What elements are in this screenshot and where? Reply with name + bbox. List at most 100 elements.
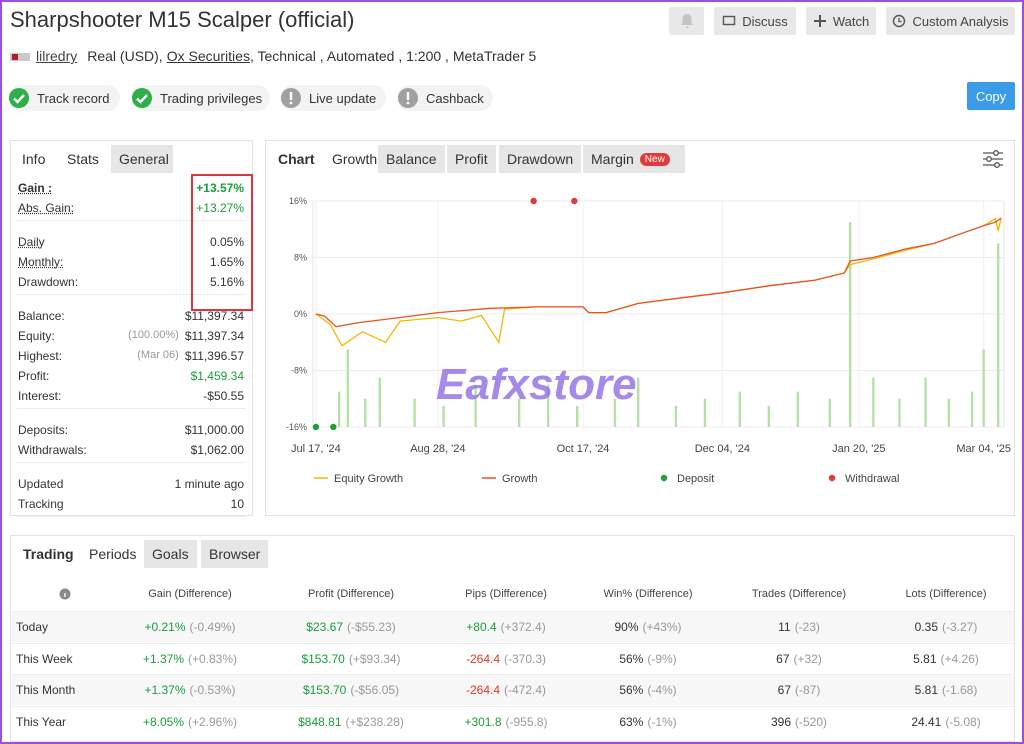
y-tick-label: -16% [286,422,307,432]
periods-tab[interactable]: Periods [89,546,137,562]
stat-value: $11,397.34 [184,329,244,343]
stat-label: Equity: [18,329,55,343]
cell: 11 (-23) [709,620,889,634]
stats-tab[interactable]: Stats [67,151,99,167]
clock-icon [893,14,906,28]
row-background [11,705,1014,737]
check-mark [136,94,148,104]
stat-value-line: $1,459.34 [191,369,244,383]
y-tick-label: 0% [294,309,307,319]
stat-value: +13.57% [196,181,244,195]
y-tick-label: -8% [291,366,307,376]
cell-value: 396 [770,714,791,729]
volume-bar [546,384,550,427]
cell: $153.70 (-$56.05) [261,683,441,697]
cell: +301.8 (-955.8) [416,715,596,729]
x-tick-label: Jan 20, '25 [832,443,885,455]
chart-tab[interactable]: Chart [270,145,323,173]
header-button[interactable]: Custom Analysis [886,7,1015,35]
copy-button[interactable]: Copy [967,82,1015,110]
chart-settings[interactable] [982,149,1004,169]
exclaim-dot [289,101,293,105]
badge-icon [132,88,152,108]
cell-diff: (-4%) [647,683,677,697]
cell-value: 24.41 [911,714,942,729]
y-tick-label: 8% [294,253,307,263]
volume-bar [738,391,741,427]
stat-value-line: $11,397.34 [185,309,244,323]
header-button[interactable]: Discuss [714,7,796,35]
cell-diff: (-955.8) [505,714,548,729]
cell-value: 11 [778,620,791,634]
badge-label: Track record [37,90,110,106]
stats-tab[interactable]: Info [22,151,46,167]
x-tick-label: Oct 17, '24 [557,443,610,455]
cell-value: 56% [619,683,644,697]
chart-panel: Chart Growth Balance Profit Drawdown Margin Ne… [265,140,1015,516]
broker-link[interactable]: Ox Securities [166,48,250,64]
notify-button[interactable] [669,7,704,35]
stat-value-line: (Mar 06) $11,396.57 [137,349,244,363]
button-label: Discuss [742,13,788,29]
cell-diff: (+372.4) [500,620,546,634]
cell: 24.41 (-5.08) [856,714,1022,729]
stat-label: Updated [18,477,64,491]
chart-tab[interactable]: Drawdown [499,145,582,173]
user-link[interactable]: lilredry [36,48,78,64]
header-button[interactable]: Watch [806,7,876,35]
cell-diff: (+$238.28) [345,714,404,729]
chart-tab-label: Chart [278,151,315,167]
x-tick-label: Dec 04, '24 [695,443,750,455]
volume-bar [613,398,617,427]
volume-bar [674,405,678,427]
stat-value-line: -$50.55 [203,389,244,403]
cell-value: 5.81 [913,651,937,666]
periods-tab[interactable]: Trading [23,546,74,562]
row-background [11,642,1014,674]
volume-bar [337,391,341,427]
button-icon [723,15,736,26]
cell: +0.21% (-0.49%) [100,620,280,634]
cell: +80.4 (+372.4) [416,620,596,634]
periods-tab[interactable]: Goals [144,540,197,568]
volume-bar [413,398,416,427]
stat-value: $11,396.57 [184,349,244,363]
stat-label: Highest: [18,349,63,363]
account-currency: Real (USD), [87,48,163,64]
chart-tab[interactable]: Profit [447,145,496,173]
stat-separator [17,516,246,517]
cell-value: $153.70 [301,651,345,666]
volume-bar [898,398,901,427]
chart-tab[interactable]: Growth [324,145,385,173]
chart: 16% 8% 0% -8% -16% Jul 17, '24 Aug 28, '24 Oct … [286,196,1011,485]
button-icon [813,15,826,27]
stat-value: $1,062.00 [190,443,244,457]
info-icon [59,588,71,600]
cell-value: +0.21% [144,620,186,634]
cell-value: +80.4 [466,620,497,634]
chart-tab[interactable]: Margin New [583,145,685,173]
flag-mark [12,54,18,60]
volume-bar [364,398,367,427]
legend-label: Equity Growth [334,473,403,485]
column-header: Profit (Difference) [308,588,394,600]
chart-tab[interactable]: Balance [378,145,445,173]
chart-tab-label: Drawdown [507,151,574,167]
account-line: lilredry Real (USD), Ox Securities, Techni… [36,48,536,64]
stat-label: Monthly: [18,255,64,269]
stat-value-line: 1 minute ago [175,477,244,491]
stats-tab[interactable]: General [111,145,173,173]
badge-icon [398,88,418,108]
cell-diff: (+32) [793,651,822,666]
stat-note: (100.00%) [128,329,179,341]
periods-tab[interactable]: Browser [201,540,269,568]
column-header: Win% (Difference) [603,588,693,600]
cell-value: 0.35 [914,620,938,634]
status-badge: Track record [8,85,120,111]
badge-icon [281,88,301,108]
stat-label: Withdrawals: [18,443,87,457]
cell-diff: (+2.96%) [188,714,238,729]
cell-value: +1.37% [142,651,184,666]
cell-diff: (+0.83%) [188,651,238,666]
legend-label: Withdrawal [845,473,899,485]
